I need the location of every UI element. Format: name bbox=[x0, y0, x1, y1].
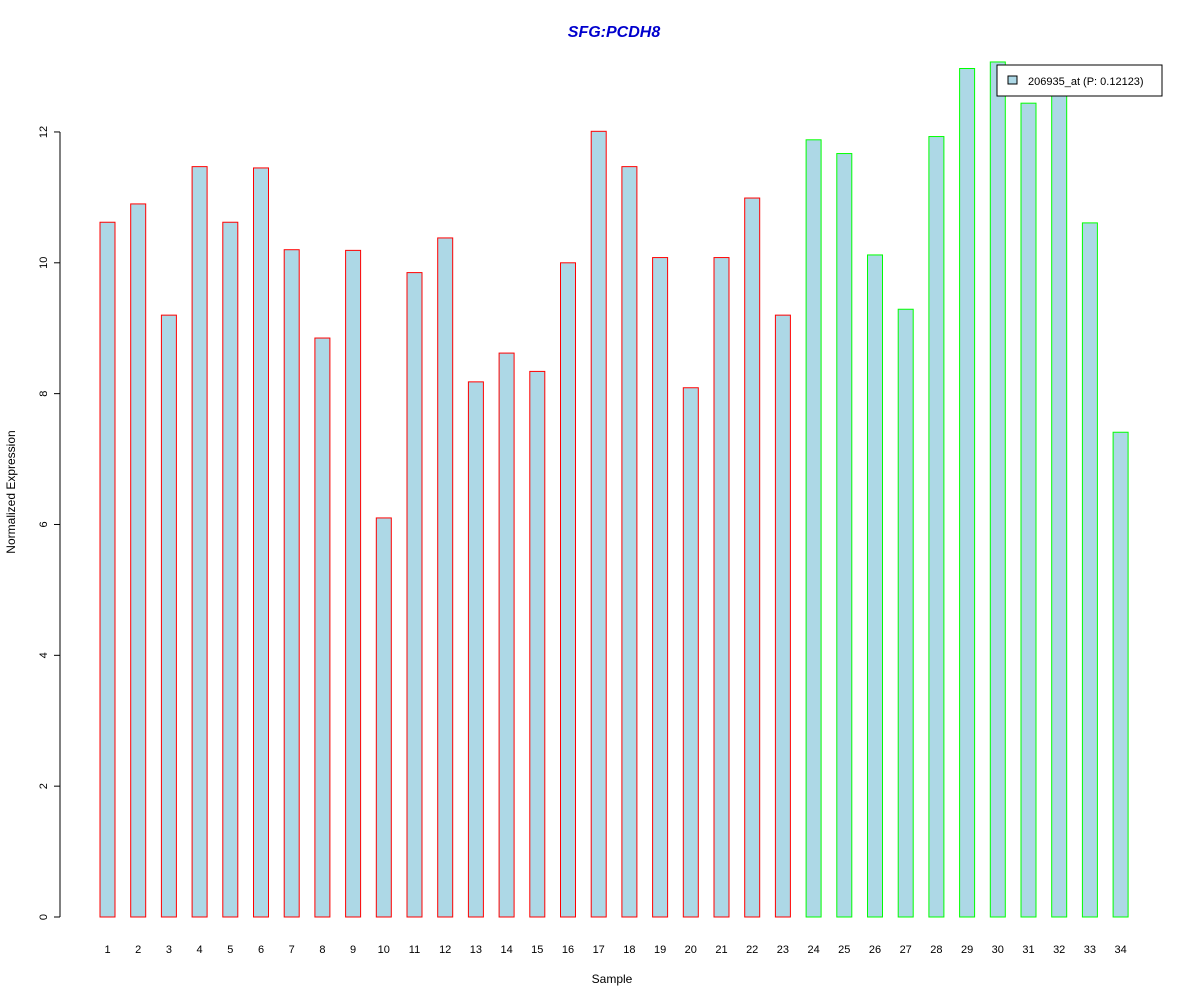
y-tick-label: 12 bbox=[38, 126, 50, 138]
y-tick-label: 6 bbox=[38, 521, 50, 527]
y-tick-label: 8 bbox=[38, 391, 50, 397]
bar-sample-34 bbox=[1112, 431, 1129, 918]
bar-sample-20 bbox=[682, 387, 699, 918]
x-tick-label: 5 bbox=[227, 944, 233, 956]
x-tick-label: 22 bbox=[746, 944, 758, 956]
bar-sample-4 bbox=[191, 166, 208, 918]
bar-sample-5 bbox=[222, 221, 239, 918]
bar-sample-29 bbox=[959, 68, 976, 918]
x-tick-label: 9 bbox=[350, 944, 356, 956]
y-axis-title: Normalized Expression bbox=[4, 430, 18, 553]
x-tick-labels: 1 2 3 4 5 6 7 8 9 10 11 12 13 14 15 16 17 18 19 20 21 22 23 24 2… bbox=[104, 944, 1126, 956]
x-tick-label: 23 bbox=[777, 944, 789, 956]
x-tick-label: 10 bbox=[378, 944, 390, 956]
x-tick-label: 28 bbox=[930, 944, 942, 956]
bar-sample-32 bbox=[1051, 66, 1068, 918]
bar-sample-31 bbox=[1020, 102, 1037, 918]
x-tick-label: 3 bbox=[166, 944, 172, 956]
bar-sample-11 bbox=[406, 272, 423, 918]
bar-sample-13 bbox=[467, 381, 484, 918]
bars-group bbox=[99, 61, 1129, 918]
bar-sample-26 bbox=[867, 254, 883, 918]
y-axis: 0 2 4 6 8 10 12 bbox=[38, 126, 61, 920]
y-tick-label: 2 bbox=[38, 783, 50, 789]
x-tick-label: 27 bbox=[900, 944, 912, 956]
x-tick-label: 13 bbox=[470, 944, 482, 956]
x-tick-label: 15 bbox=[531, 944, 543, 956]
bar-sample-23 bbox=[774, 314, 791, 918]
x-tick-label: 17 bbox=[593, 944, 605, 956]
bar-sample-28 bbox=[928, 136, 945, 918]
bar-sample-18 bbox=[621, 166, 638, 918]
x-tick-label: 29 bbox=[961, 944, 973, 956]
bar-sample-14 bbox=[498, 352, 515, 918]
y-tick-label: 10 bbox=[38, 257, 50, 269]
bar-sample-24 bbox=[805, 139, 822, 918]
bar-sample-7 bbox=[283, 249, 300, 918]
x-tick-label: 6 bbox=[258, 944, 264, 956]
bar-sample-6 bbox=[253, 167, 269, 918]
legend-box bbox=[996, 64, 1163, 97]
bar-sample-16 bbox=[560, 262, 576, 918]
x-tick-label: 24 bbox=[807, 944, 819, 956]
x-tick-label: 20 bbox=[685, 944, 697, 956]
chart-title: SFG:PCDH8 bbox=[568, 24, 661, 41]
bar-sample-17 bbox=[590, 130, 607, 918]
bar-sample-27 bbox=[897, 308, 914, 918]
bar-sample-12 bbox=[437, 237, 454, 918]
x-tick-label: 21 bbox=[715, 944, 727, 956]
x-tick-label: 31 bbox=[1022, 944, 1034, 956]
legend-swatch bbox=[1007, 75, 1018, 85]
bar-sample-21 bbox=[713, 257, 730, 918]
x-tick-label: 14 bbox=[500, 944, 512, 956]
x-tick-label: 18 bbox=[623, 944, 635, 956]
x-tick-label: 8 bbox=[319, 944, 325, 956]
x-tick-label: 32 bbox=[1053, 944, 1065, 956]
x-tick-label: 33 bbox=[1084, 944, 1096, 956]
y-tick-label: 0 bbox=[38, 914, 50, 920]
bar-sample-9 bbox=[345, 249, 362, 918]
bar-sample-22 bbox=[744, 197, 761, 918]
bar-sample-8 bbox=[314, 337, 331, 918]
y-tick-label: 4 bbox=[38, 652, 50, 658]
x-tick-label: 34 bbox=[1114, 944, 1126, 956]
bar-sample-15 bbox=[529, 370, 546, 918]
x-tick-label: 19 bbox=[654, 944, 666, 956]
bar-sample-1 bbox=[99, 221, 116, 918]
bar-sample-10 bbox=[375, 517, 392, 918]
x-tick-label: 7 bbox=[289, 944, 295, 956]
bar-sample-3 bbox=[160, 314, 177, 918]
x-tick-label: 12 bbox=[439, 944, 451, 956]
bar-sample-33 bbox=[1081, 222, 1098, 918]
x-tick-label: 11 bbox=[409, 944, 420, 956]
bar-sample-2 bbox=[130, 203, 147, 918]
bar-sample-25 bbox=[836, 153, 853, 918]
x-tick-label: 2 bbox=[135, 944, 141, 956]
x-tick-label: 30 bbox=[992, 944, 1004, 956]
x-tick-label: 1 bbox=[104, 944, 110, 956]
bar-sample-30 bbox=[989, 61, 1006, 918]
bar-sample-19 bbox=[652, 257, 669, 918]
x-tick-label: 16 bbox=[562, 944, 574, 956]
legend-label: 206935_at (P: 0.12123) bbox=[1028, 76, 1144, 88]
x-axis-title: Sample bbox=[592, 972, 633, 986]
legend: 206935_at (P: 0.12123) bbox=[996, 64, 1163, 97]
x-tick-label: 4 bbox=[197, 944, 203, 956]
x-tick-label: 25 bbox=[838, 944, 850, 956]
x-tick-label: 26 bbox=[869, 944, 881, 956]
